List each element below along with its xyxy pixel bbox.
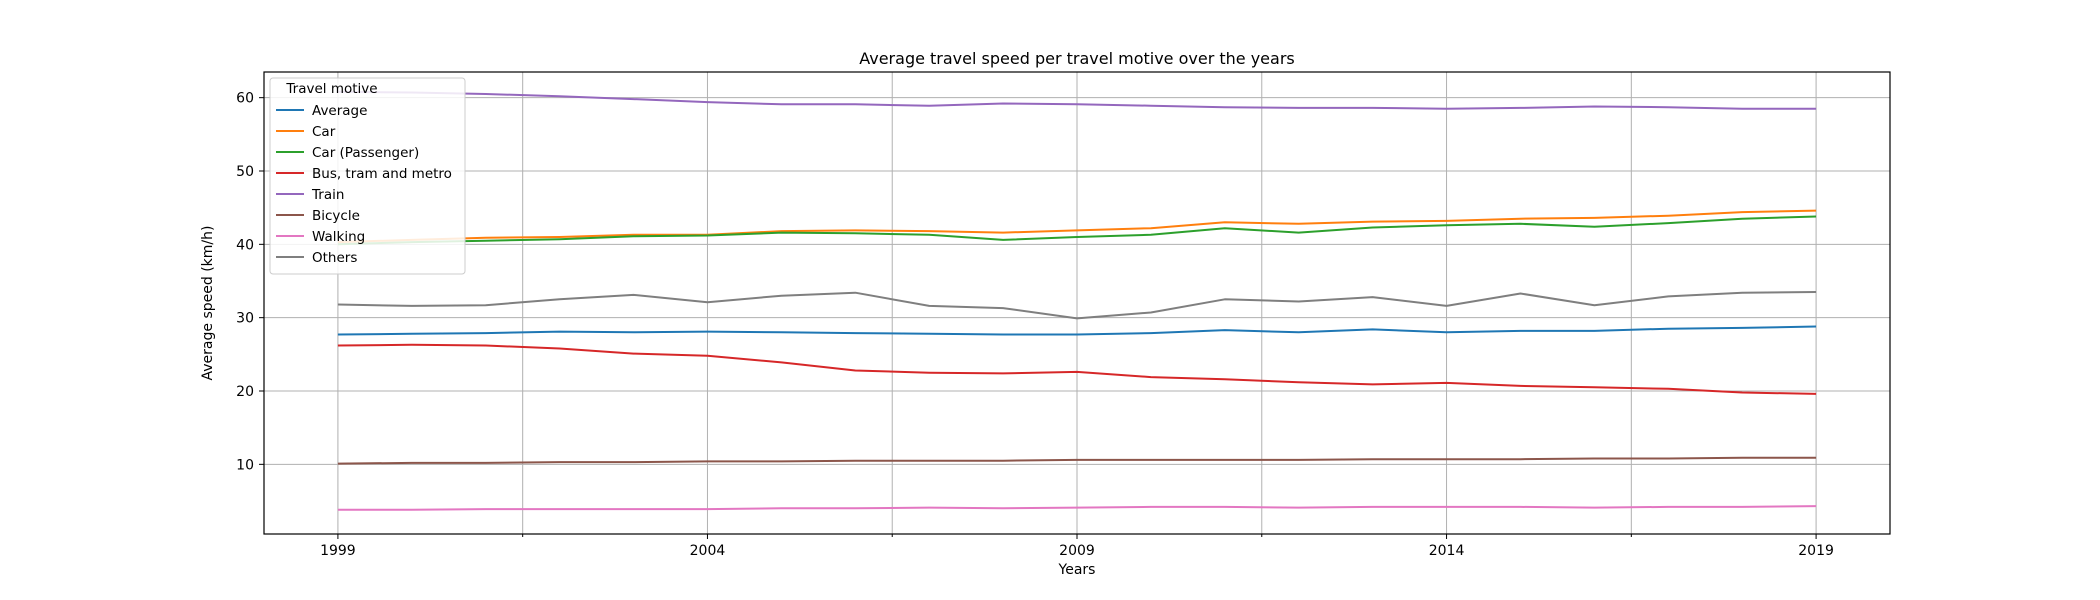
series-line-others (337, 291, 1817, 320)
series-line-car (337, 209, 1817, 244)
grid (264, 72, 1890, 534)
series-line-bicycle (337, 456, 1817, 465)
legend-label-walking: Walking (312, 229, 365, 245)
x-axis-title: Years (1058, 562, 1096, 578)
y-axis-title: Average speed (km/h) (200, 226, 216, 381)
legend: Travel motive Average Car Car (Passenger) B… (269, 77, 466, 275)
x-tick-label: 2014 (1429, 543, 1465, 559)
legend-label-average: Average (312, 103, 367, 119)
legend-label-car: Car (312, 124, 336, 140)
y-tick-label: 30 (236, 311, 254, 327)
y-tick-label: 10 (236, 457, 254, 473)
legend-label-train: Train (311, 187, 344, 203)
legend-box (269, 77, 466, 275)
chart-title: Average travel speed per travel motive o… (859, 49, 1295, 68)
x-tick-label: 2019 (1798, 543, 1834, 559)
series-line-walking (337, 505, 1817, 511)
x-tick-label: 2009 (1059, 543, 1095, 559)
x-tick-label: 1999 (320, 543, 356, 559)
legend-label-car-passenger: Car (Passenger) (312, 145, 419, 161)
series-line-average (337, 325, 1817, 336)
series-line-car-passenger (337, 215, 1817, 246)
y-tick-label: 20 (236, 384, 254, 400)
legend-label-bus-tram-and-metro: Bus, tram and metro (312, 166, 452, 182)
y-tick-label: 60 (236, 91, 254, 107)
legend-label-others: Others (312, 250, 357, 266)
axis-ticks: 10 20 30 40 50 60 1999 2004 2009 2014 2019 (236, 91, 1834, 559)
legend-title: Travel motive (285, 81, 377, 97)
y-tick-label: 40 (236, 237, 254, 253)
y-tick-label: 50 (236, 164, 254, 180)
legend-label-bicycle: Bicycle (312, 208, 360, 224)
series-lines (337, 90, 1817, 511)
x-tick-label: 2004 (690, 543, 726, 559)
series-line-bus-tram-and-metro (337, 343, 1817, 395)
series-line-train (337, 90, 1817, 110)
